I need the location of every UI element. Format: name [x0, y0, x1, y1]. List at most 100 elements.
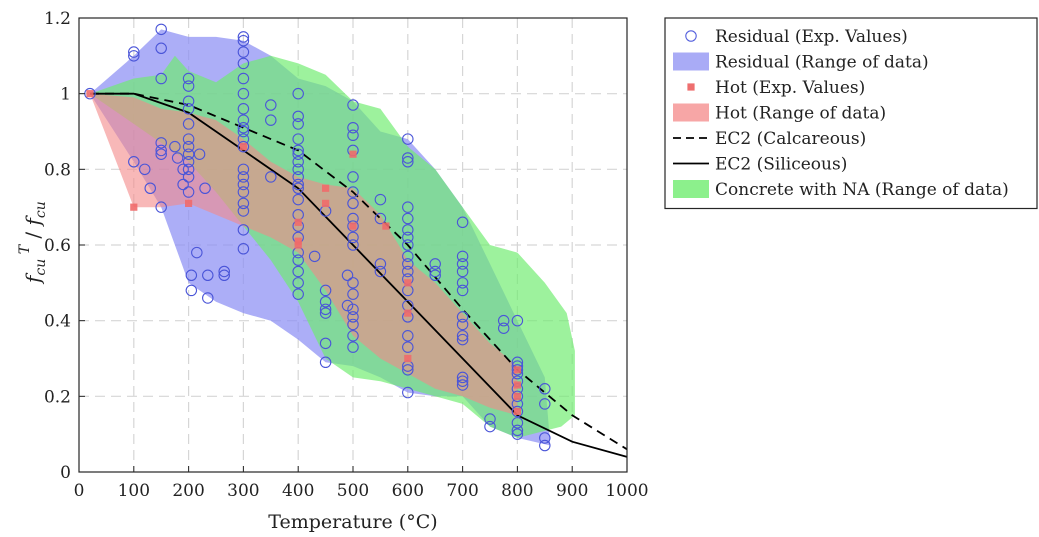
y-axis-label: fcu T / fcu [17, 201, 49, 285]
residual-point [511, 424, 524, 437]
hot-point [513, 366, 521, 374]
residual-point [128, 46, 140, 58]
residual-point [155, 72, 167, 85]
residual-point [292, 182, 304, 195]
residual-point [265, 114, 277, 126]
residual-point [237, 171, 250, 183]
legend-square-marker [687, 83, 695, 91]
hot-point [349, 150, 357, 158]
y-tick-label: 1 [60, 85, 71, 105]
residual-point [182, 148, 195, 160]
residual-point [347, 186, 359, 198]
residual-point [155, 201, 167, 213]
residual-point [182, 171, 195, 183]
residual-point [237, 46, 250, 58]
residual-point [456, 216, 469, 229]
residual-point [402, 152, 414, 164]
residual-point [182, 95, 195, 107]
residual-point [237, 224, 250, 236]
residual-point [237, 140, 250, 153]
residual-point [292, 193, 304, 206]
hot-point [294, 218, 302, 226]
residual-point [484, 420, 496, 433]
legend-label: Concrete with NA (Range of data) [715, 180, 1009, 200]
residual-point [139, 163, 151, 176]
residual-point [171, 152, 184, 164]
residual-point [182, 156, 195, 168]
residual-point [182, 103, 195, 115]
residual-point [511, 364, 524, 376]
hot-point [294, 237, 302, 245]
residual-point [402, 224, 414, 236]
residual-point [155, 23, 167, 36]
residual-point [347, 318, 359, 331]
residual-point [456, 311, 469, 323]
residual-point [456, 277, 469, 289]
residual-point [237, 197, 250, 210]
range-area [90, 93, 518, 416]
legend-label: Residual (Range of data) [715, 53, 929, 73]
residual-point [456, 375, 469, 387]
residual-point [292, 144, 304, 157]
residual-point [237, 34, 250, 47]
residual-point [402, 133, 414, 145]
residual-point [292, 265, 304, 278]
legend-patch [673, 52, 709, 71]
x-tick-label: 600 [392, 481, 424, 501]
residual-point [456, 258, 469, 270]
x-tick-label: 500 [337, 481, 369, 501]
residual-point [144, 182, 156, 195]
hot-point [382, 222, 390, 230]
residual-point [347, 303, 359, 316]
legend-label: Residual (Exp. Values) [715, 27, 908, 47]
residual-point [237, 87, 250, 100]
residual-point [319, 307, 332, 319]
residual-point [456, 330, 469, 342]
residual-point [292, 118, 304, 130]
residual-point [347, 341, 359, 353]
residual-point [319, 356, 332, 369]
residual-point [265, 171, 277, 183]
residual-point [182, 118, 195, 130]
residual-point [292, 148, 304, 160]
residual-point [177, 163, 189, 176]
legend-circle-marker [685, 30, 697, 42]
residual-point [347, 239, 359, 251]
x-tick-label: 800 [501, 481, 533, 501]
residual-point [402, 386, 414, 399]
residual-point [539, 439, 551, 452]
hot-point [130, 203, 138, 211]
residual-point [128, 50, 140, 62]
residual-point [128, 156, 140, 168]
residual-point [347, 311, 359, 323]
hot-point [294, 241, 302, 249]
residual-point [202, 292, 214, 304]
residual-point [237, 57, 250, 70]
residual-point [429, 265, 441, 278]
hot-point [513, 381, 521, 389]
residual-point [319, 303, 332, 316]
residual-point [292, 254, 304, 266]
legend-patch [673, 103, 709, 122]
hot-point [322, 184, 330, 192]
residual-point [539, 432, 551, 444]
residual-point [456, 284, 469, 297]
residual-point [347, 129, 359, 142]
residual-point [182, 133, 195, 145]
residual-point [237, 205, 250, 217]
residual-point [456, 371, 469, 384]
residual-point [182, 163, 195, 176]
residual-point [169, 140, 181, 153]
residual-point [456, 250, 469, 263]
x-tick-label: 900 [556, 481, 588, 501]
residual-point [308, 250, 321, 263]
x-tick-label: 700 [446, 481, 478, 501]
residual-point [292, 156, 304, 168]
residual-point [347, 288, 359, 300]
residual-point [292, 163, 304, 176]
legend-label: Hot (Exp. Values) [715, 78, 865, 98]
residual-point [497, 322, 510, 334]
hot-point [404, 279, 412, 287]
